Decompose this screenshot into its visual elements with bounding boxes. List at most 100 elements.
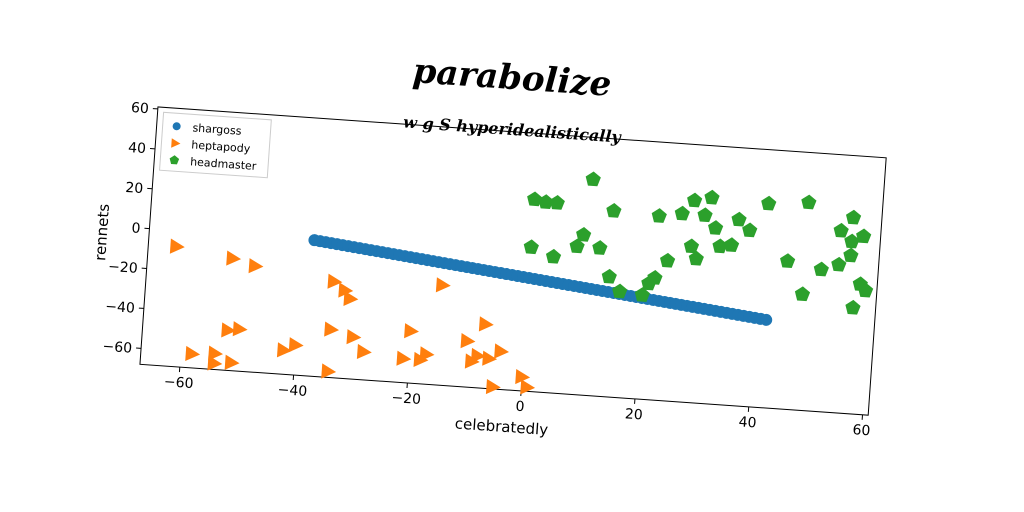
heptapody-point <box>321 363 337 379</box>
headmaster-point <box>794 286 811 302</box>
legend-marker <box>169 155 180 165</box>
data-marks <box>169 171 874 395</box>
x-tick-label: 60 <box>852 422 871 439</box>
headmaster-point <box>549 195 565 210</box>
headmaster-point <box>724 237 740 253</box>
heptapody-point <box>460 333 476 349</box>
x-tick-label: −40 <box>277 382 308 400</box>
headmaster-point <box>708 220 724 235</box>
heptapody-point <box>208 345 224 361</box>
legend-label: heptapody <box>191 138 251 155</box>
headmaster-point <box>569 238 585 254</box>
x-tick-label: 20 <box>624 406 643 423</box>
y-tick-label: 60 <box>130 100 149 117</box>
heptapody-point <box>232 321 248 337</box>
x-axis-label: celebratedly <box>454 414 549 438</box>
heptapody-point <box>520 379 536 395</box>
headmaster-point <box>647 270 663 285</box>
x-tick-label: 40 <box>738 414 757 431</box>
headmaster-point <box>660 252 676 268</box>
headmaster-point <box>697 207 713 223</box>
shargoss-point <box>760 313 773 326</box>
headmaster-point <box>761 195 777 211</box>
legend-marker <box>172 122 181 131</box>
headmaster-point <box>843 247 859 263</box>
headmaster-point <box>674 205 690 221</box>
heptapody-point <box>482 350 498 366</box>
headmaster-point <box>858 282 874 298</box>
headmaster-point <box>683 238 700 254</box>
heptapody-point <box>324 321 340 337</box>
heptapody-point <box>356 343 372 360</box>
headmaster-point <box>844 233 860 249</box>
headmaster-point <box>687 192 703 208</box>
x-tick-label: 0 <box>515 399 525 416</box>
headmaster-point <box>688 250 704 266</box>
heptapody-point <box>288 337 304 353</box>
headmaster-point <box>845 299 861 315</box>
headmaster-point <box>742 222 758 238</box>
headmaster-point <box>704 189 720 205</box>
headmaster-point <box>712 238 728 254</box>
heptapody-point <box>464 353 480 369</box>
headmaster-point <box>731 211 747 227</box>
axes-group: −60 −40 −20 0 20 40 60 −60 −40 −20 0 20 40 60 celebr… <box>91 100 887 439</box>
headmaster-point <box>831 256 847 272</box>
headmaster-point <box>585 171 601 187</box>
headmaster-point <box>651 208 667 223</box>
headmaster-point <box>538 194 554 209</box>
y-tick-label: 0 <box>131 220 141 237</box>
heptapody-point <box>396 350 412 366</box>
heptapody-point <box>221 322 237 338</box>
headmaster-point <box>813 261 829 277</box>
headmaster-point <box>523 239 539 255</box>
x-ticks: −60 −40 −20 0 20 40 60 <box>163 367 871 439</box>
headmaster-point <box>612 283 628 299</box>
heptapody-point <box>327 273 343 289</box>
headmaster-point <box>833 222 849 238</box>
heptapody-point <box>185 345 201 362</box>
headmaster-point <box>592 240 608 255</box>
heptapody-point <box>478 316 494 332</box>
heptapody-point <box>338 282 354 298</box>
heptapody-point <box>494 343 510 359</box>
x-tick-label: −60 <box>163 374 194 392</box>
heptapody-point <box>419 346 435 362</box>
legend-marker <box>171 138 181 148</box>
y-tick-label: 40 <box>128 140 147 157</box>
heptapody-point <box>435 277 451 293</box>
x-tick-label: −20 <box>391 390 422 408</box>
headmaster-point <box>780 253 796 268</box>
heptapody-point <box>276 342 292 358</box>
headmaster-point <box>634 287 650 302</box>
headmaster-point <box>527 191 543 207</box>
heptapody-point <box>346 329 362 345</box>
y-ticks: −60 −40 −20 0 20 40 60 <box>102 100 158 357</box>
heptapody-point <box>485 378 501 395</box>
legend-label: headmaster <box>190 155 257 173</box>
headmaster-point <box>601 268 617 284</box>
headmaster-point <box>576 226 592 242</box>
plot-frame <box>139 106 887 416</box>
heptapody-point <box>169 238 185 254</box>
heptapody-point <box>224 354 240 370</box>
y-axis-label: rennets <box>91 203 113 261</box>
series-shargoss <box>308 234 773 326</box>
legend-label: shargoss <box>192 121 242 137</box>
legend-box <box>159 111 272 179</box>
heptapody-point <box>343 290 359 306</box>
heptapody-point <box>248 258 264 274</box>
y-tick-label: −60 <box>102 339 133 357</box>
series-heptapody <box>169 238 536 395</box>
series-headmaster <box>523 171 874 315</box>
heptapody-point <box>207 355 223 371</box>
heptapody-point <box>515 368 531 385</box>
y-tick-label: 20 <box>125 180 144 197</box>
heptapody-point <box>226 250 242 266</box>
headmaster-point <box>545 248 562 264</box>
headmaster-point <box>845 209 862 225</box>
headmaster-point <box>606 202 622 218</box>
heptapody-point <box>404 323 419 339</box>
